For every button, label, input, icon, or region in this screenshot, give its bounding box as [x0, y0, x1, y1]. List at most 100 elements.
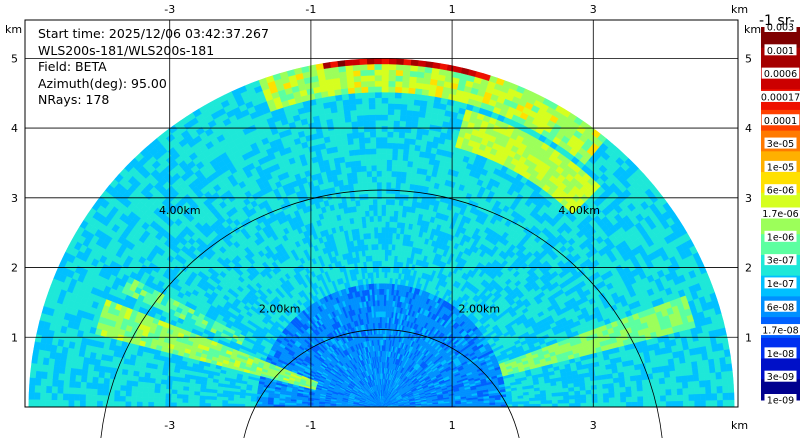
radar-gate-cell	[375, 119, 382, 127]
radar-gate-cell	[722, 392, 729, 401]
radar-gate-cell	[406, 109, 414, 117]
radar-gate-cell	[400, 216, 407, 224]
radar-gate-cell	[357, 126, 365, 133]
radar-gate-cell	[391, 153, 398, 161]
radar-gate-cell	[585, 389, 592, 395]
radar-gate-cell	[381, 114, 388, 121]
radar-gate-cell	[664, 382, 672, 390]
radar-gate-cell	[662, 364, 670, 373]
radar-gate-cell	[402, 199, 409, 207]
radar-gate-cell	[369, 215, 374, 223]
radar-gate-cell	[399, 188, 405, 195]
radar-gate-cell	[395, 182, 401, 189]
radar-gate-cell	[529, 400, 536, 405]
radar-gate-cell	[390, 182, 397, 189]
radar-gate-cell	[703, 372, 711, 381]
radar-gate-cell	[393, 120, 400, 127]
radar-gate-cell	[401, 81, 410, 88]
radar-gate-cell	[658, 371, 665, 379]
radar-gate-cell	[383, 277, 388, 284]
radar-gate-cell	[653, 377, 660, 385]
radar-gate-cell	[369, 226, 375, 234]
radar-gate-cell	[409, 64, 419, 72]
radar-gate-cell	[414, 144, 421, 152]
radar-gate-cell	[668, 364, 676, 372]
radar-gate-cell	[664, 376, 672, 384]
radar-gate-cell	[591, 388, 598, 395]
radar-gate-cell	[394, 97, 402, 105]
radar-gate-cell	[361, 176, 368, 184]
radar-gate-cell	[401, 160, 408, 167]
radar-gate-cell	[711, 392, 718, 401]
radar-gate-cell	[357, 131, 365, 139]
radar-gate-cell	[388, 238, 393, 245]
radar-gate-cell	[653, 383, 661, 391]
radar-gate-cell	[381, 170, 387, 177]
radar-gate-cell	[386, 142, 393, 149]
radar-gate-cell	[723, 348, 731, 358]
radar-gate-cell	[388, 80, 396, 87]
radar-gate-cell	[614, 396, 621, 403]
radar-gate-cell	[383, 288, 387, 295]
radar-gate-cell	[386, 283, 390, 290]
radar-gate-cell	[398, 199, 404, 206]
radar-gate-cell	[686, 367, 694, 376]
radar-gate-cell	[370, 159, 377, 166]
radar-gate-cell	[356, 114, 364, 122]
radar-gate-cell	[374, 97, 382, 104]
radar-gate-cell	[717, 399, 724, 407]
radar-gate-cell	[402, 148, 410, 156]
radar-gate-cell	[403, 137, 411, 145]
radar-gate-cell	[710, 378, 717, 387]
radar-gate-cell	[345, 70, 354, 78]
radar-gate-cell	[367, 75, 375, 82]
radar-gate-cell	[401, 165, 408, 173]
radar-gate-cell	[363, 120, 370, 127]
radar-gate-cell	[360, 159, 367, 167]
radar-gate-cell	[405, 120, 413, 128]
radar-gate-cell	[381, 187, 387, 194]
radar-gate-cell	[393, 103, 402, 110]
radar-gate-cell	[704, 379, 712, 388]
radar-gate-cell	[597, 402, 604, 407]
radar-gate-cell	[377, 215, 382, 222]
radar-gate-cell	[631, 396, 638, 403]
radar-gate-cell	[381, 198, 387, 205]
radar-gate-cell	[367, 80, 375, 87]
radar-gate-cell	[643, 401, 650, 407]
radar-gate-cell	[387, 108, 395, 116]
radar-gate-cell	[669, 370, 677, 378]
radar-gate-cell	[385, 198, 391, 205]
radar-gate-cell	[394, 193, 400, 200]
radar-gate-cell	[580, 394, 587, 400]
radar-gate-cell	[366, 176, 373, 183]
radar-gate-cell	[378, 283, 382, 290]
radar-gate-cell	[416, 127, 424, 135]
radar-gate-cell	[375, 142, 382, 149]
radar-gate-cell	[360, 75, 368, 82]
radar-gate-cell	[381, 131, 388, 138]
radar-gate-cell	[373, 215, 378, 222]
radar-gate-cell	[728, 392, 735, 401]
radar-gate-cell	[586, 402, 593, 407]
radar-gate-cell	[406, 98, 415, 106]
radar-gate-cell	[414, 87, 423, 95]
radar-gate-cell	[398, 131, 406, 139]
radar-gate-cell	[358, 193, 365, 201]
radar-gate-cell	[381, 108, 389, 115]
radar-gate-cell	[344, 59, 353, 67]
radar-gate-cell	[409, 138, 416, 146]
radar-gate-cell	[381, 238, 386, 245]
radar-gate-cell	[386, 136, 394, 144]
radar-gate-cell	[676, 381, 683, 389]
radar-gate-cell	[557, 391, 564, 397]
radar-gate-cell	[711, 399, 718, 407]
radar-gate-cell	[557, 395, 564, 400]
radar-gate-cell	[396, 165, 403, 172]
radar-gate-cell	[364, 204, 370, 212]
radar-gate-cell	[388, 63, 397, 71]
radar-gate-cell	[580, 402, 587, 407]
radar-gate-cell	[381, 215, 386, 222]
radar-gate-cell	[353, 143, 360, 150]
radar-gate-cell	[517, 400, 525, 405]
